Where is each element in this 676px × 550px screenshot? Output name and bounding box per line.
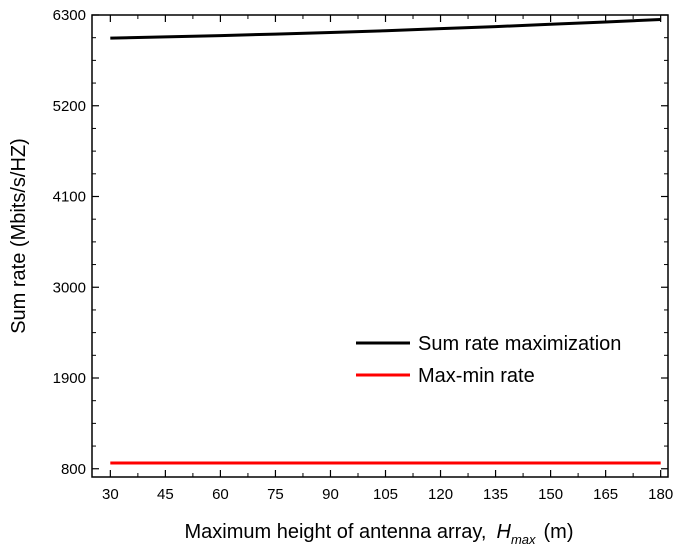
x-tick-label: 180 [648,486,673,503]
x-tick-label: 75 [267,486,284,503]
x-tick-label: 60 [212,486,229,503]
y-tick-label: 800 [61,461,86,478]
y-tick-label: 3000 [53,279,86,296]
x-tick-label: 105 [373,486,398,503]
legend-label-0: Sum rate maximization [418,333,621,355]
x-tick-label: 45 [157,486,174,503]
series-line-0 [110,18,661,40]
y-tick-label: 4100 [53,189,86,206]
y-tick-label: 5200 [53,98,86,115]
ticks: 30 45 60 75 90 105 120 135 150 165 180 800 1900 3000 4… [53,7,674,503]
x-tick-label: 120 [428,486,453,503]
legend-label-1: Max-min rate [418,365,535,387]
y-axis-label: Sum rate (Mbits/s/HZ) [8,138,30,334]
y-tick-label: 1900 [53,370,86,387]
x-tick-label: 150 [538,486,563,503]
x-axis-label-text: Maximum height of antenna array, [184,521,486,543]
x-axis-label: Maximum height of antenna array, Hmax (m) [184,521,573,547]
x-tick-label: 165 [593,486,618,503]
x-tick-label: 90 [322,486,339,503]
x-axis-label-unit: (m) [544,521,574,543]
x-axis-label-sub: max [511,532,536,547]
legend: Sum rate maximization Max-min rate [356,333,621,387]
plot-frame [91,14,669,478]
y-tick-label: 6300 [53,7,86,24]
x-axis-label-var: H [497,521,512,543]
series-lines [110,18,661,465]
x-tick-label: 30 [102,486,119,503]
x-tick-label: 135 [483,486,508,503]
